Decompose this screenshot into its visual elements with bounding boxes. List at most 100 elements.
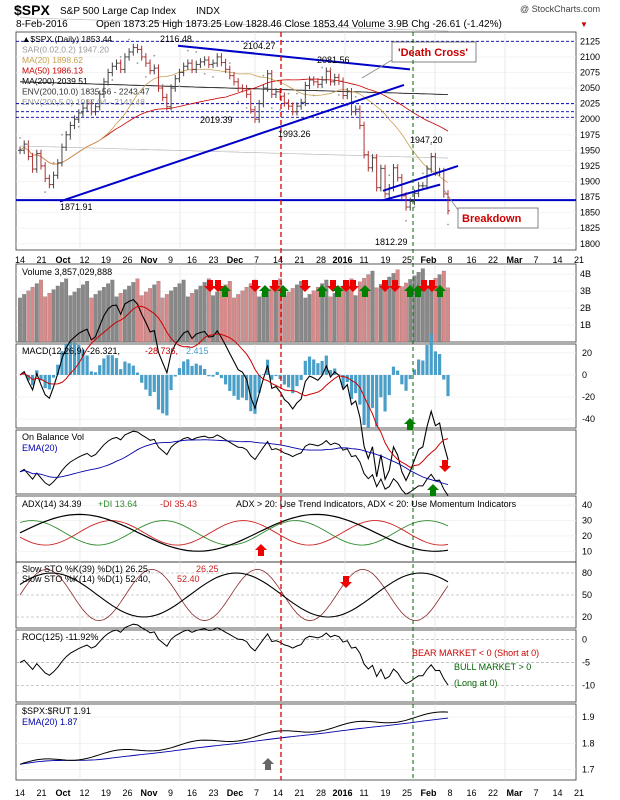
- price-legend-0: ▲$SPX (Daily) 1853.44: [22, 34, 112, 44]
- roc-line: [19, 623, 449, 686]
- sar-dot: [262, 74, 265, 77]
- roc-ytick-label: -5: [582, 658, 590, 668]
- volume-bar: [30, 287, 35, 343]
- sar-dot: [77, 125, 80, 128]
- volume-bar: [366, 274, 371, 343]
- macd-hist-bar: [144, 374, 148, 390]
- volume-bar: [194, 289, 199, 343]
- sar-dot: [19, 136, 21, 139]
- macd-hist-bar: [240, 374, 244, 398]
- date-tick-top-19: Feb: [420, 255, 437, 265]
- macd-hist-bar: [140, 374, 144, 383]
- volume-bar: [446, 287, 450, 343]
- stoch-arrow: [340, 576, 352, 588]
- sar-dot: [186, 49, 189, 52]
- date-tick-top-10: Dec: [227, 255, 244, 265]
- date-tick-top-6: Nov: [140, 255, 157, 265]
- macd-hist-bar: [316, 363, 320, 375]
- sar-dot: [136, 62, 139, 65]
- price-legend-3: MA(50) 1986.13: [22, 66, 83, 76]
- down-marker: ▼: [580, 20, 588, 29]
- macd-hist-bar: [123, 361, 127, 375]
- volume-bar: [55, 285, 60, 343]
- panel-frame-ratio: [15, 703, 577, 781]
- downtrend-line: [177, 44, 411, 71]
- sar-dot: [69, 138, 72, 141]
- macd-hist-bar: [114, 358, 119, 375]
- sar-dot: [396, 164, 399, 167]
- volume-bar: [227, 281, 232, 343]
- price-ytick-label: 1975: [580, 130, 600, 140]
- annotation-2104: 2104.27: [243, 41, 276, 51]
- volume-bar: [420, 268, 425, 343]
- volume-bar: [265, 289, 270, 343]
- volume-bar: [64, 278, 69, 343]
- panel-frame-macd: [15, 343, 577, 429]
- sar-dot: [245, 107, 248, 109]
- volume-bar: [148, 288, 152, 343]
- macd-hist-bar: [173, 374, 177, 377]
- volume-bar: [127, 285, 131, 343]
- sar-dot: [312, 94, 315, 97]
- volume-bar: [349, 278, 354, 343]
- volume-bar: [240, 290, 245, 343]
- macd-hist-bar: [295, 374, 299, 387]
- date-tick-top-5: 26: [122, 255, 132, 265]
- volume-bar: [177, 283, 182, 343]
- macd-hist-bar: [211, 374, 215, 377]
- date-tick-bottom-2: Oct: [55, 788, 70, 798]
- volume-bar: [399, 286, 404, 343]
- quote-line: Open 1873.25 High 1873.25 Low 1828.46 Cl…: [96, 19, 502, 30]
- volume-bar: [102, 287, 106, 343]
- volume-arrow-2: [219, 285, 231, 297]
- volume-bar: [295, 284, 299, 343]
- macd-hist-bar: [421, 360, 425, 375]
- volume-bar: [97, 290, 102, 343]
- volume-bar: [278, 278, 283, 343]
- macd-hist-bar: [412, 369, 417, 375]
- volume-bar: [131, 282, 136, 343]
- volume-bar: [320, 283, 325, 343]
- volume-bar: [311, 290, 316, 343]
- date-tick-top-17: 19: [380, 255, 390, 265]
- volume-bar: [106, 283, 111, 343]
- date-tick-bottom-25: 14: [552, 788, 562, 798]
- date-tick-bottom-1: 21: [36, 788, 46, 798]
- roc-long-label: (Long at 0): [454, 678, 498, 688]
- macd-legend: MACD(12,26,9) -26.321,: [22, 346, 120, 356]
- volume-arrow-13: [359, 285, 371, 297]
- macd-legend-hist: 2.415: [186, 346, 209, 356]
- macd-line: [19, 298, 449, 482]
- ratio-legend-ema: EMA(20) 1.87: [22, 717, 78, 727]
- macd-hist-bar: [270, 374, 274, 380]
- sar-dot: [212, 75, 214, 78]
- date-tick-bottom-10: Dec: [227, 788, 244, 798]
- price-ytick-label: 2000: [580, 114, 600, 124]
- volume-arrow-7: [299, 280, 311, 292]
- stoch-k39-line: [19, 572, 449, 618]
- macd-ytick-label: 20: [582, 348, 592, 358]
- price-legend-2: MA(20) 1898.62: [22, 55, 83, 65]
- macd-hist-bar: [93, 372, 98, 375]
- chart-labels: $SPX S&P 500 Large Cap Index INDX @ Stoc…: [14, 2, 600, 798]
- volume-bar: [408, 279, 413, 343]
- macd-hist-bar: [291, 374, 295, 394]
- adx-ytick-label: 20: [582, 531, 592, 541]
- date-tick-top-12: 14: [273, 255, 283, 265]
- macd-ytick-label: 0: [582, 370, 587, 380]
- volume-bar: [202, 282, 207, 343]
- date-tick-bottom-26: 21: [574, 788, 584, 798]
- obv-legend: On Balance Vol: [22, 432, 84, 442]
- macd-hist-bar: [219, 374, 224, 379]
- macd-hist-bar: [131, 365, 135, 375]
- adx-legend-mdi: -DI 35.43: [160, 499, 197, 509]
- macd-hist-bar: [232, 374, 236, 396]
- chart-marks: [204, 32, 539, 780]
- date-tick-top-1: 21: [36, 255, 46, 265]
- macd-hist-bar: [387, 374, 391, 396]
- sar-dot: [35, 166, 38, 169]
- sar-dot: [203, 72, 206, 75]
- volume-bar: [316, 287, 320, 343]
- volume-bar: [81, 284, 85, 343]
- volume-bar: [395, 269, 400, 343]
